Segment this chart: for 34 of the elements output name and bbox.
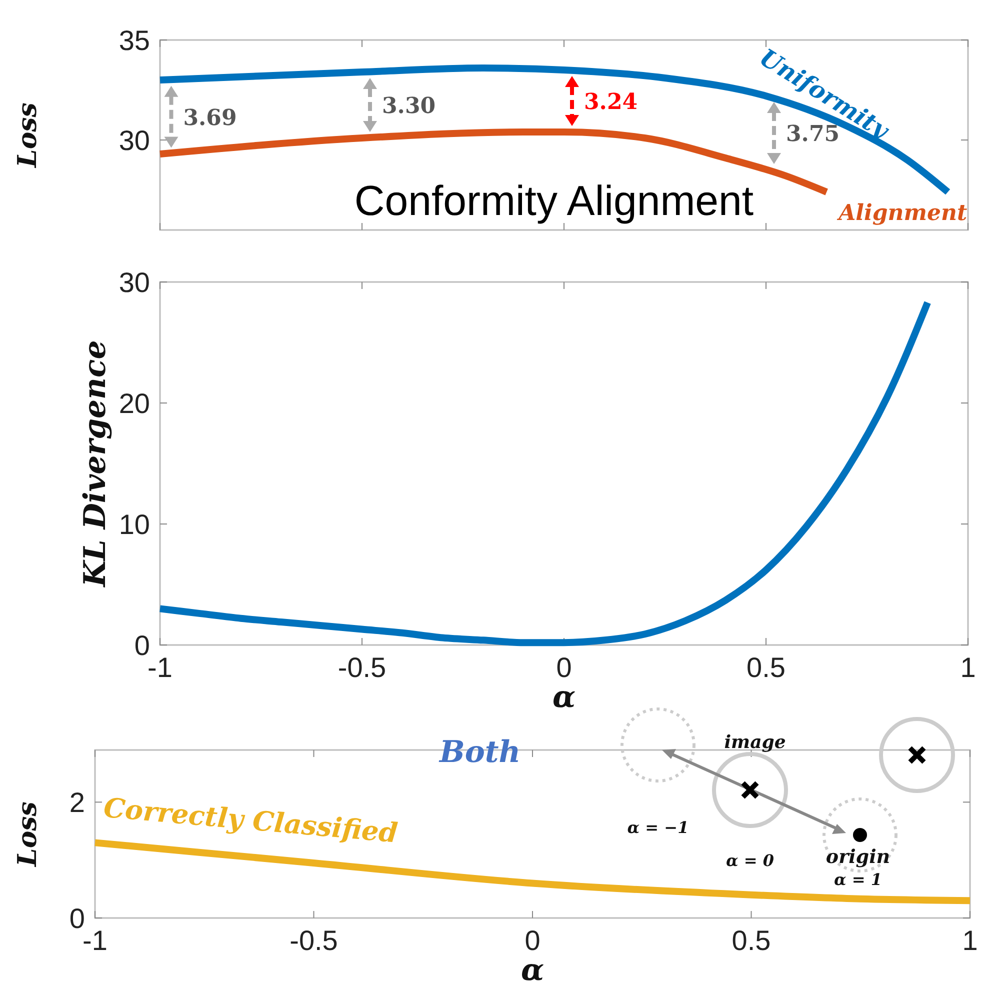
- annotation: image: [724, 732, 786, 753]
- x-tick-label: -0.5: [290, 925, 338, 956]
- y-axis-title: KL Divergence: [78, 340, 113, 588]
- x-axis-title: α: [520, 953, 544, 988]
- x-tick-label: -0.5: [338, 652, 386, 683]
- x-tick-label: 0.5: [732, 925, 771, 956]
- y-tick-label: 2: [69, 787, 85, 818]
- annotation: 3.30: [382, 93, 436, 119]
- x-tick-label: 1: [962, 925, 978, 956]
- x-axis-title: α: [552, 680, 576, 715]
- annotation: origin: [826, 846, 890, 868]
- annotation: 3.69: [183, 104, 237, 131]
- x-tick-label: 0: [524, 925, 540, 956]
- annotation: α = 0: [726, 851, 774, 870]
- annotation: 3.24: [584, 89, 638, 115]
- x-tick-label: 0.5: [746, 652, 786, 683]
- series-label: Alignment: [836, 200, 968, 226]
- x-tick-label: -1: [148, 652, 172, 683]
- annotation: α = 1: [834, 870, 882, 889]
- y-tick-label: 30: [118, 267, 150, 298]
- x-tick-label: 1: [960, 652, 976, 683]
- annotation: Conformity Alignment: [354, 177, 754, 224]
- y-tick-label: 10: [118, 509, 150, 540]
- y-tick-label: 20: [118, 388, 150, 419]
- series-label: Correctly Classified: [102, 792, 400, 850]
- y-axis-title: Loss: [13, 801, 43, 868]
- annotation: α = −1: [627, 818, 689, 837]
- x-tick-label: -1: [82, 925, 108, 956]
- annotation: Both: [438, 735, 521, 770]
- y-tick-label: 35: [118, 25, 150, 56]
- y-tick-label: 0: [134, 630, 150, 661]
- y-tick-label: 30: [118, 125, 150, 156]
- x-tick-label: 0: [556, 652, 572, 683]
- y-axis-title: Loss: [13, 102, 43, 168]
